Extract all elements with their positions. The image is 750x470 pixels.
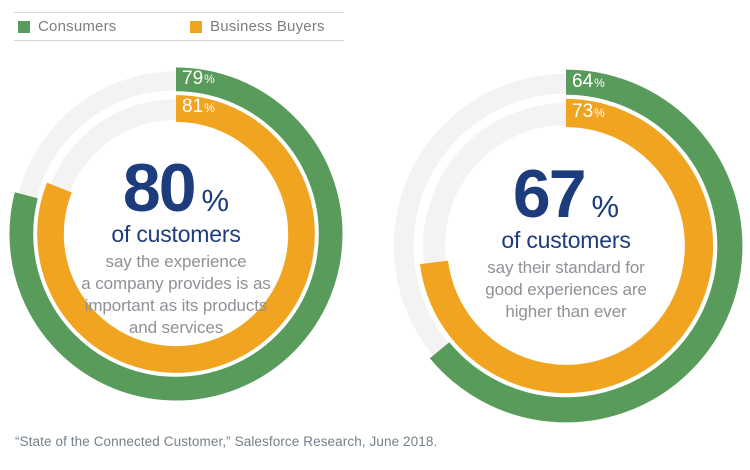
- stat-value-line: 67%: [388, 160, 744, 228]
- legend-label-consumers: Consumers: [38, 18, 117, 35]
- stat-percent-sign: %: [591, 189, 620, 224]
- business-buyers-swatch-icon: [190, 20, 202, 33]
- consumers-ring-value-label: 79%: [182, 66, 215, 90]
- business-buyers-value: 81: [182, 96, 204, 117]
- legend-item-business-buyers: Business Buyers: [190, 18, 325, 35]
- donut-chart-experience: 79% 81% 80% of customers say the experie…: [8, 66, 344, 402]
- stat-percent-sign: %: [201, 183, 230, 218]
- desc-line: important as its products: [84, 296, 268, 316]
- business-buyers-arc: [37, 95, 315, 373]
- consumers-arc: [389, 69, 743, 423]
- donut-chart-standards: 64% 73% 67% of customers say their stand…: [388, 68, 744, 424]
- center-stat: 80% of customers say the experience a co…: [8, 154, 344, 339]
- legend-item-consumers: Consumers: [18, 18, 190, 35]
- desc-line: say the experience: [105, 252, 247, 272]
- donut-rings-left: [9, 67, 343, 401]
- stat-heading: of customers: [501, 227, 631, 254]
- consumers-value: 79: [182, 67, 204, 89]
- stat-value: 80: [122, 150, 197, 226]
- percent-sign: %: [594, 105, 605, 120]
- source-citation: “State of the Connected Customer,” Sales…: [15, 434, 438, 449]
- percent-sign: %: [204, 100, 215, 115]
- stat-value: 67: [512, 156, 587, 232]
- percent-sign: %: [204, 72, 215, 86]
- stat-description: say their standard for good experiences …: [388, 257, 744, 323]
- desc-line: and services: [128, 318, 224, 338]
- business-buyers-ring-value-label: 81%: [182, 93, 215, 120]
- stat-description: say the experience a company provides is…: [8, 251, 344, 339]
- consumers-value: 64: [572, 71, 594, 92]
- business-buyers-arc: [418, 98, 714, 394]
- legend-label-business-buyers: Business Buyers: [210, 18, 325, 35]
- consumers-arc: [9, 67, 343, 401]
- business-buyers-value: 73: [572, 101, 594, 122]
- center-stat: 67% of customers say their standard for …: [388, 160, 744, 323]
- desc-line: higher than ever: [505, 302, 627, 322]
- donut-rings-right: [389, 69, 743, 423]
- desc-line: a company provides is as: [81, 274, 271, 294]
- consumers-ring-value-label: 64%: [572, 69, 605, 94]
- percent-sign: %: [594, 75, 605, 90]
- consumers-swatch-icon: [18, 20, 30, 33]
- stat-value-line: 80%: [8, 154, 344, 222]
- business-buyers-ring-value-label: 73%: [572, 97, 605, 126]
- desc-line: say their standard for: [487, 258, 645, 278]
- stat-heading: of customers: [111, 221, 241, 248]
- desc-line: good experiences are: [485, 280, 647, 300]
- chart-legend: Consumers Business Buyers: [14, 12, 344, 41]
